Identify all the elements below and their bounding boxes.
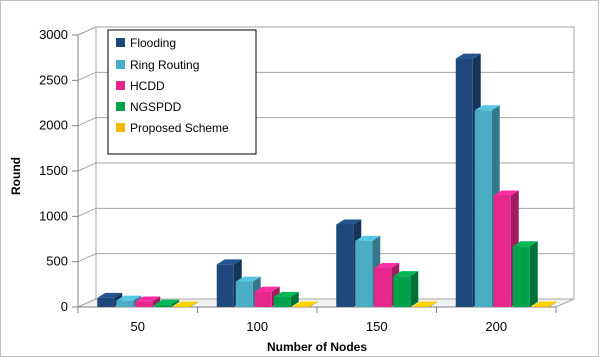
bar-top-face [235,276,261,282]
y-tick-label: 1000 [39,208,68,223]
bar-side-face [309,301,318,307]
bar-top-face [412,301,438,307]
bar-top-face [336,219,362,225]
bar-top-face [97,292,123,298]
bar-front-face [512,246,530,307]
x-axis-ticks: 50 100 150 200 [77,307,557,334]
bar-top-face [273,292,299,298]
bar-top-face [393,271,419,277]
bar-front-face [455,58,473,307]
bar [273,292,299,307]
y-tick-label: 500 [46,254,68,269]
bar-top-face [173,301,199,307]
bar [173,301,199,307]
bar-top-face [154,299,180,305]
gridline [77,117,574,127]
x-tick-label: 100 [246,319,268,334]
bar-front-face [135,301,153,307]
bar-front-face [235,281,253,307]
legend-label-ring-routing: Ring Routing [130,58,199,72]
x-axis-title: Number of Nodes [267,340,367,354]
legend-swatch-ngspdd [116,102,125,111]
bar-front-face [374,268,392,307]
bar-top-face [216,259,242,265]
gridline [77,207,574,217]
gridlines [77,26,574,308]
bar-side-face [548,301,557,307]
bar-front-face [474,110,492,308]
bar [393,271,419,307]
y-tick-label: 2000 [39,118,68,133]
x-tick-label: 200 [485,319,507,334]
bar-side-face [410,271,419,307]
bar [531,301,557,307]
bar-front-face [216,264,234,307]
bar-front-face [154,304,172,307]
y-tick-label: 2500 [39,72,68,87]
legend-label-flooding: Flooding [130,36,176,50]
gridline [77,253,574,263]
bar-front-face [254,291,272,307]
bars [97,53,557,308]
x-tick-label: 50 [131,319,145,334]
legend-box [107,29,257,155]
bar-front-face [393,276,411,307]
bar [154,299,180,307]
bar-top-face [135,296,161,302]
gridline [77,26,574,36]
gridline [77,162,574,172]
legend-label-ngspdd: NGSPDD [130,100,182,114]
bar-top-face [512,241,538,247]
bar-top-face [254,286,280,292]
bar-front-face [493,195,511,307]
bar-top-face [355,235,381,241]
bar [412,301,438,307]
bar-front-face [355,240,373,307]
x-tick-label: 150 [366,319,388,334]
y-axis-title: Round [9,157,23,195]
gridline [77,71,574,81]
bar-front-face [273,297,291,307]
legend-swatch-proposed-scheme [116,123,125,132]
bar-side-face [152,296,161,307]
legend-swatch-ring-routing [116,60,125,69]
legend-swatch-flooding [116,38,125,47]
bar-top-face [374,263,400,269]
legend-swatch-hcdd [116,81,125,90]
bar [512,241,538,307]
bar-top-face [116,295,142,301]
legend-label-proposed-scheme: Proposed Scheme [130,121,229,135]
y-axis-ticks: 0 500 1000 1500 2000 2500 3000 [39,27,78,314]
bar-side-face [290,292,299,307]
bar-front-face [336,224,354,307]
bar [292,301,318,307]
bar-side-face [190,301,199,307]
bar-top-face [531,301,557,307]
y-tick-label: 0 [61,299,68,314]
bar-top-face [493,190,519,196]
bar-top-face [474,105,500,111]
bar-front-face [97,297,115,307]
bar-front-face [116,300,134,307]
y-tick-label: 1500 [39,163,68,178]
bar-top-face [455,53,481,59]
legend: Flooding Ring Routing HCDD NGSPDD Propos… [107,29,257,155]
bar-side-face [429,301,438,307]
bar-top-face [292,301,318,307]
bar-side-face [529,241,538,307]
y-tick-label: 3000 [39,27,68,42]
bar [135,296,161,307]
bar-side-face [171,299,180,307]
legend-label-hcdd: HCDD [130,79,165,93]
